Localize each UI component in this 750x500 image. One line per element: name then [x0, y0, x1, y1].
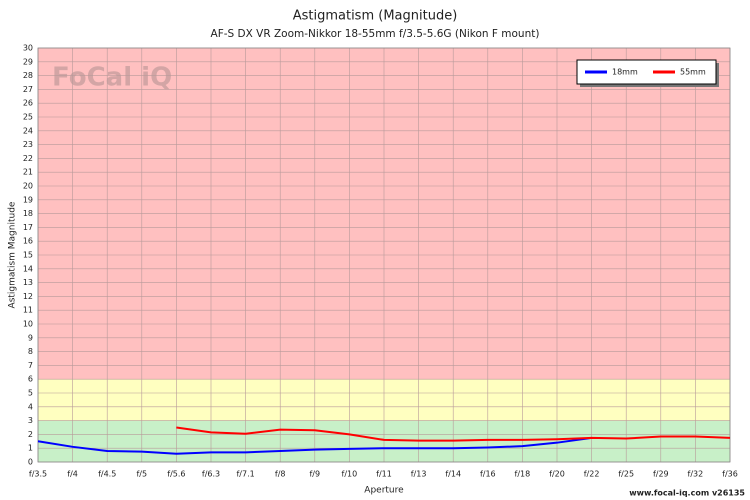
y-tick-label: 23 — [23, 140, 33, 149]
y-tick-label: 2 — [28, 430, 33, 439]
y-tick-label: 28 — [23, 71, 33, 80]
x-tick-label: f/5 — [136, 470, 147, 479]
x-tick-label: f/6.3 — [202, 470, 220, 479]
y-tick-label: 8 — [28, 347, 33, 356]
y-tick-label: 26 — [23, 99, 33, 108]
x-tick-label: f/13 — [411, 470, 427, 479]
y-tick-label: 22 — [23, 154, 33, 163]
x-tick-label: f/16 — [480, 470, 496, 479]
y-tick-label: 15 — [23, 251, 33, 260]
x-tick-label: f/32 — [688, 470, 704, 479]
y-tick-label: 11 — [23, 306, 33, 315]
watermark: FoCal iQ — [52, 63, 172, 93]
y-tick-label: 27 — [23, 85, 33, 94]
y-tick-label: 17 — [23, 223, 33, 232]
y-tick-label: 5 — [28, 389, 33, 398]
y-tick-label: 16 — [23, 237, 33, 246]
y-tick-label: 9 — [28, 333, 33, 342]
legend-label: 55mm — [680, 68, 706, 77]
series-line — [176, 426, 731, 442]
chart-title: Astigmatism (Magnitude) — [293, 9, 458, 24]
x-tick-label: f/4 — [67, 470, 78, 479]
x-tick-label: f/4.5 — [98, 470, 116, 479]
y-tick-label: 6 — [28, 375, 33, 384]
x-tick-label: f/5.6 — [167, 470, 185, 479]
x-tick-label: f/10 — [342, 470, 358, 479]
x-tick-label: f/11 — [376, 470, 392, 479]
x-tick-label: f/18 — [515, 470, 531, 479]
x-tick-label: f/3.5 — [29, 470, 47, 479]
y-tick-label: 29 — [23, 57, 33, 66]
y-tick-label: 20 — [23, 182, 33, 191]
x-tick-label: f/25 — [618, 470, 634, 479]
y-tick-label: 25 — [23, 113, 33, 122]
x-tick-label: f/20 — [549, 470, 565, 479]
x-tick-label: f/36 — [722, 470, 738, 479]
x-tick-label: f/29 — [653, 470, 669, 479]
y-tick-label: 18 — [23, 209, 33, 218]
x-tick-label: f/9 — [309, 470, 320, 479]
x-tick-label: f/7.1 — [236, 470, 254, 479]
y-tick-label: 3 — [28, 416, 33, 425]
series-line — [37, 436, 592, 455]
x-tick-label: f/14 — [445, 470, 461, 479]
x-axis-label: Aperture — [364, 486, 404, 496]
y-tick-label: 13 — [23, 278, 33, 287]
y-tick-label: 10 — [23, 320, 33, 329]
y-tick-label: 4 — [28, 402, 33, 411]
legend-label: 18mm — [612, 68, 638, 77]
x-tick-label: f/8 — [275, 470, 286, 479]
footer: www.focal-iq.com v26135 — [629, 489, 745, 498]
y-tick-label: 12 — [23, 292, 33, 301]
x-tick-label: f/22 — [584, 470, 600, 479]
y-axis-label: Astigmatism Magnitude — [8, 201, 18, 308]
y-tick-label: 24 — [23, 126, 33, 135]
y-tick-label: 19 — [23, 195, 33, 204]
y-tick-label: 14 — [23, 264, 33, 273]
y-tick-label: 0 — [28, 458, 33, 467]
plot-frame — [37, 47, 731, 463]
y-tick-label: 1 — [28, 444, 33, 453]
chart-subtitle: AF-S DX VR Zoom-Nikkor 18-55mm f/3.5-5.6… — [211, 28, 540, 40]
y-tick-label: 21 — [23, 168, 33, 177]
y-tick-label: 30 — [23, 44, 33, 53]
y-tick-label: 7 — [28, 361, 33, 370]
